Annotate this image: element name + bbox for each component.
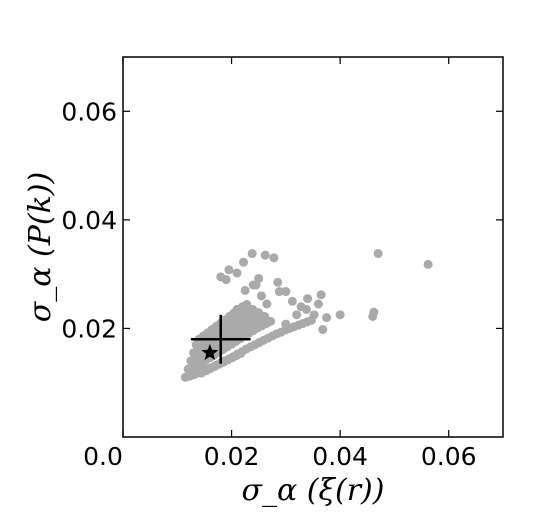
star-marker <box>201 343 219 361</box>
data-point <box>318 325 328 335</box>
data-point <box>256 291 266 301</box>
data-point <box>335 310 345 320</box>
data-point <box>303 294 313 304</box>
data-point <box>224 265 234 275</box>
data-point <box>316 290 326 300</box>
y-tick-label: 0.06 <box>61 97 117 126</box>
data-point <box>301 304 311 314</box>
data-point <box>287 296 297 306</box>
data-point <box>260 250 270 260</box>
data-point <box>240 285 250 295</box>
data-point <box>247 249 257 259</box>
data-point <box>292 310 302 320</box>
data-point <box>269 253 279 263</box>
data-point <box>232 304 242 314</box>
y-tick-label: 0.04 <box>61 206 117 235</box>
x-tick-label: 0.06 <box>421 442 477 471</box>
tick-layer: 0.0 0.02 0.04 0.06 0.02 0.04 0.06 <box>61 57 503 471</box>
data-point <box>281 287 291 297</box>
data-point <box>266 316 276 326</box>
data-point <box>373 249 383 259</box>
data-point <box>322 313 332 323</box>
data-point <box>423 259 433 269</box>
y-axis-label: σ_α (P(k)) <box>23 172 58 322</box>
data-point <box>221 275 231 285</box>
data-point <box>251 280 261 290</box>
points-layer <box>180 249 433 382</box>
data-point <box>242 300 252 310</box>
data-point <box>262 299 272 309</box>
data-point <box>313 299 323 309</box>
data-point <box>281 319 291 329</box>
data-point <box>232 268 242 278</box>
x-tick-label: 0.0 <box>83 442 123 471</box>
x-tick-label: 0.04 <box>312 442 368 471</box>
marker-layer <box>190 314 251 364</box>
data-point <box>369 307 379 317</box>
x-tick-label: 0.02 <box>204 442 260 471</box>
data-point <box>273 277 283 287</box>
data-point <box>274 287 284 297</box>
data-point <box>239 257 249 267</box>
data-point <box>309 310 319 320</box>
plot-frame <box>122 56 504 438</box>
y-tick-label: 0.02 <box>61 314 117 343</box>
x-axis-label: σ_α (ξ(r)) <box>242 473 385 508</box>
data-point <box>248 304 258 314</box>
data-point <box>236 348 246 358</box>
